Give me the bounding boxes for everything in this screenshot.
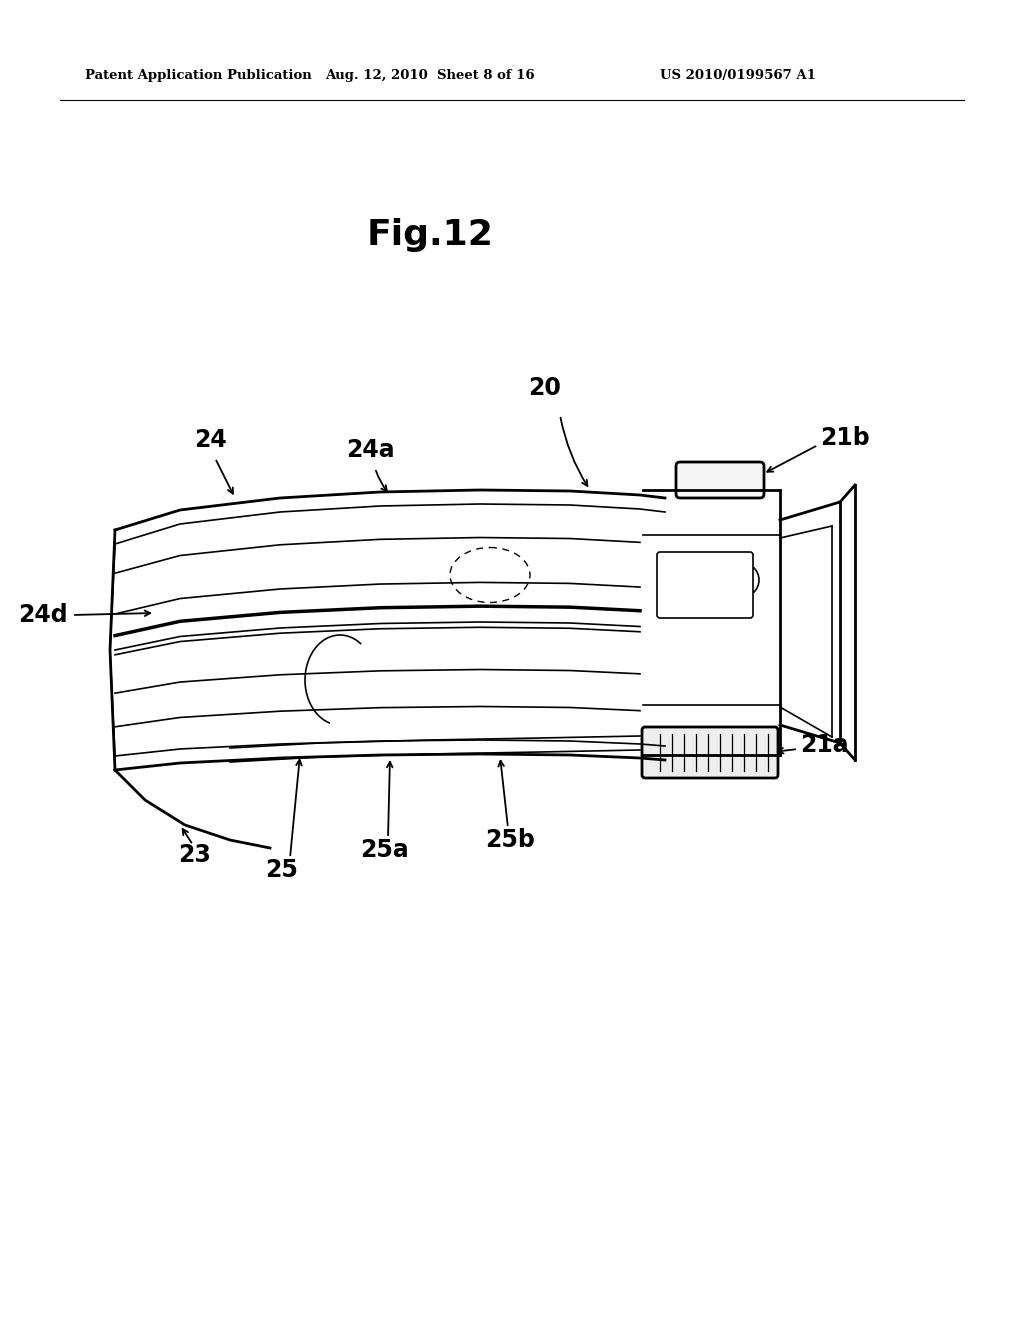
Text: Patent Application Publication: Patent Application Publication	[85, 69, 311, 82]
Text: 25b: 25b	[485, 828, 535, 851]
FancyBboxPatch shape	[676, 462, 764, 498]
Text: Fig.12: Fig.12	[367, 218, 494, 252]
Text: 21b: 21b	[820, 426, 869, 450]
Text: 24a: 24a	[346, 438, 394, 462]
Text: 24: 24	[194, 428, 226, 451]
Text: 23: 23	[178, 843, 211, 867]
Text: 25a: 25a	[360, 838, 410, 862]
FancyBboxPatch shape	[642, 727, 778, 777]
Text: 21a: 21a	[800, 733, 849, 756]
Text: 25: 25	[265, 858, 298, 882]
Text: US 2010/0199567 A1: US 2010/0199567 A1	[660, 69, 816, 82]
FancyBboxPatch shape	[657, 552, 753, 618]
Text: Aug. 12, 2010  Sheet 8 of 16: Aug. 12, 2010 Sheet 8 of 16	[326, 69, 535, 82]
Text: 24d: 24d	[18, 603, 68, 627]
Text: 20: 20	[528, 376, 561, 400]
